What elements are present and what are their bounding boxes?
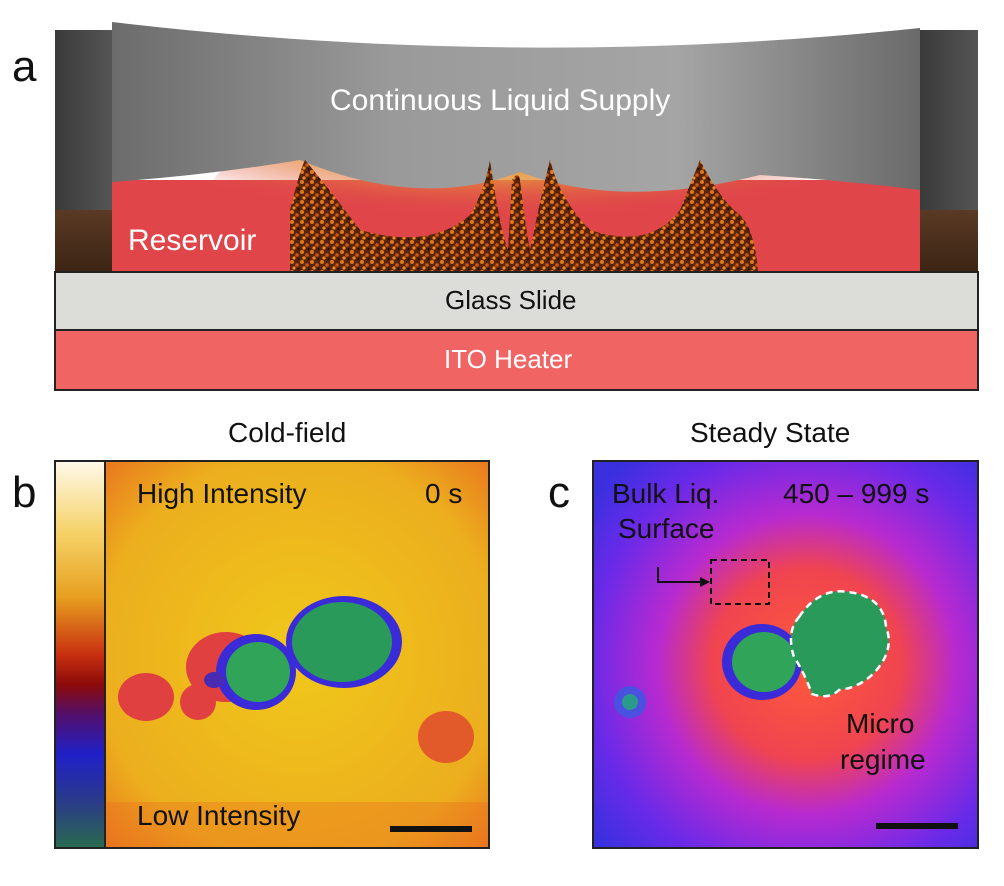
panel-b-title: Cold-field: [228, 417, 347, 448]
cold-field-image: [104, 460, 490, 849]
glass-slide: [54, 271, 979, 331]
bulk-surface-arrow: [657, 567, 702, 583]
panel-a-schematic: [54, 22, 979, 391]
bulk-surface-box: [710, 559, 770, 605]
panel-c-time: 450 – 999 s: [783, 478, 930, 509]
micro-label-line2: regime: [840, 744, 926, 775]
porous-bed: [290, 160, 758, 272]
scalebar-b: [390, 826, 472, 832]
right-wall: [920, 30, 978, 210]
ito-heater-label: ITO Heater: [444, 344, 573, 374]
left-wall: [55, 30, 112, 210]
colorbar-high-label: High Intensity: [137, 478, 307, 509]
steady-state-image: [592, 460, 979, 849]
panel-c-title: Steady State: [690, 417, 851, 448]
left-wall-base: [55, 210, 112, 272]
panel-b-letter: b: [12, 468, 37, 517]
reservoir-label: Reservoir: [128, 224, 257, 257]
micro-label-line1: Micro: [846, 708, 915, 739]
panel-c-letter: c: [548, 468, 570, 517]
cold-field-droplets: [106, 462, 488, 847]
glass-slide-label: Glass Slide: [445, 285, 577, 315]
ito-heater: [54, 329, 979, 391]
right-wall-base: [920, 210, 978, 272]
colorbar-low-label: Low Intensity: [137, 800, 301, 831]
liquid-supply: [112, 22, 920, 192]
panel-a-letter: a: [12, 42, 37, 91]
bulk-label-line1: Bulk Liq.: [612, 478, 720, 509]
scalebar-c: [876, 823, 958, 829]
steady-state-droplets: [594, 462, 977, 847]
panel-b-time: 0 s: [425, 478, 463, 509]
micro-regime-droplet: [789, 590, 891, 698]
supply-label: Continuous Liquid Supply: [330, 84, 671, 117]
colorbar: [54, 460, 106, 849]
bulk-label-line2: Surface: [618, 513, 715, 544]
